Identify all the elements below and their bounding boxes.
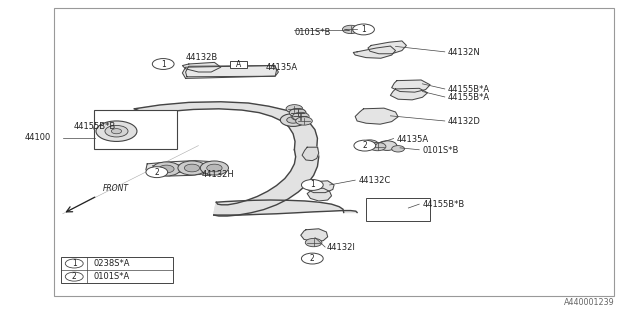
- Circle shape: [305, 238, 322, 247]
- Circle shape: [65, 259, 83, 268]
- Text: 0101S*A: 0101S*A: [93, 272, 130, 281]
- Text: 44132D: 44132D: [448, 117, 481, 126]
- Polygon shape: [182, 62, 221, 72]
- Text: 1: 1: [72, 259, 77, 268]
- Text: 44132I: 44132I: [326, 244, 355, 252]
- Circle shape: [301, 180, 323, 190]
- Text: 0238S*A: 0238S*A: [93, 259, 130, 268]
- Circle shape: [353, 24, 374, 35]
- Polygon shape: [146, 161, 221, 176]
- Text: 44155B*A: 44155B*A: [448, 93, 490, 102]
- Circle shape: [96, 121, 137, 141]
- Text: 2: 2: [362, 141, 367, 150]
- Polygon shape: [353, 46, 396, 58]
- Circle shape: [286, 105, 303, 113]
- Bar: [230, 61, 247, 68]
- Polygon shape: [355, 108, 398, 124]
- Polygon shape: [134, 102, 317, 150]
- Polygon shape: [302, 147, 319, 161]
- Circle shape: [354, 140, 376, 151]
- Circle shape: [280, 114, 306, 126]
- Text: 44155B*B: 44155B*B: [74, 122, 116, 131]
- Text: 1: 1: [161, 60, 166, 68]
- Bar: [366, 198, 430, 221]
- Polygon shape: [307, 181, 334, 193]
- Polygon shape: [134, 128, 146, 134]
- Circle shape: [146, 167, 168, 178]
- Text: 44155B*B: 44155B*B: [422, 200, 465, 209]
- Text: 2: 2: [72, 272, 77, 281]
- Polygon shape: [186, 66, 276, 77]
- Circle shape: [291, 112, 308, 121]
- Circle shape: [152, 59, 174, 69]
- Circle shape: [178, 161, 206, 175]
- Polygon shape: [182, 66, 278, 78]
- Text: 44132N: 44132N: [448, 48, 481, 57]
- Circle shape: [292, 112, 309, 121]
- Circle shape: [207, 164, 222, 172]
- Bar: [94, 110, 177, 149]
- Circle shape: [289, 108, 306, 117]
- Polygon shape: [214, 147, 319, 216]
- Polygon shape: [301, 229, 328, 242]
- Text: 44132B: 44132B: [186, 53, 218, 62]
- Circle shape: [301, 253, 323, 264]
- Circle shape: [362, 140, 378, 148]
- Circle shape: [296, 117, 312, 125]
- Circle shape: [105, 125, 128, 137]
- Circle shape: [378, 141, 397, 150]
- Text: 1: 1: [310, 180, 315, 189]
- Text: FRONT: FRONT: [102, 184, 129, 193]
- Text: 44155B*A: 44155B*A: [448, 85, 490, 94]
- Circle shape: [287, 117, 300, 123]
- Polygon shape: [368, 41, 406, 54]
- Text: A440001239: A440001239: [564, 298, 614, 307]
- Circle shape: [200, 161, 228, 175]
- Text: 1: 1: [361, 25, 366, 34]
- Text: 0101S*B: 0101S*B: [294, 28, 331, 36]
- Polygon shape: [392, 80, 430, 92]
- Text: 44132C: 44132C: [358, 176, 390, 185]
- Text: 44100: 44100: [24, 133, 51, 142]
- Text: 2: 2: [310, 254, 315, 263]
- Circle shape: [289, 108, 306, 117]
- Circle shape: [65, 272, 83, 281]
- Text: A: A: [236, 60, 241, 69]
- Text: 2: 2: [154, 168, 159, 177]
- Circle shape: [159, 165, 174, 173]
- Polygon shape: [390, 88, 428, 100]
- Circle shape: [342, 25, 359, 34]
- Circle shape: [184, 164, 200, 172]
- Bar: [61, 257, 173, 283]
- Circle shape: [369, 142, 386, 151]
- Circle shape: [392, 146, 404, 152]
- Text: 44135A: 44135A: [266, 63, 298, 72]
- Circle shape: [152, 162, 180, 176]
- Polygon shape: [214, 200, 357, 215]
- Polygon shape: [307, 188, 332, 201]
- Text: 44132H: 44132H: [202, 170, 234, 179]
- Circle shape: [111, 129, 122, 134]
- Bar: [54, 8, 614, 296]
- Text: 0101S*B: 0101S*B: [422, 146, 459, 155]
- Text: 44135A: 44135A: [397, 135, 429, 144]
